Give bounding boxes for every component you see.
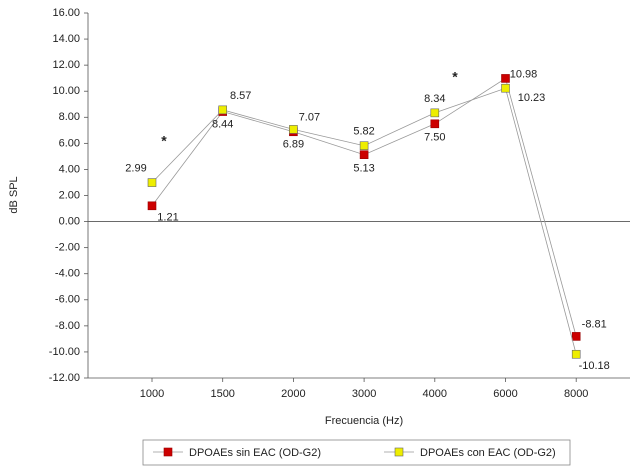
data-label: -8.81 [582,318,607,330]
x-tick-label: 1500 [210,388,234,400]
legend-label: DPOAEs con EAC (OD-G2) [420,447,556,459]
data-label: 7.07 [299,111,320,123]
x-tick-label: 4000 [423,388,447,400]
marker [571,332,581,341]
y-tick-label: 12.00 [52,59,80,71]
data-label: -10.18 [579,360,610,372]
legend-marker [163,447,173,457]
marker [359,141,369,151]
y-tick-label: 8.00 [59,111,80,123]
marker [218,105,227,115]
y-axis-title: dB SPL [8,176,20,213]
data-label: 5.13 [353,163,374,175]
marker [147,201,157,211]
y-tick-label: -8.00 [55,320,80,332]
data-label: 10.23 [518,92,546,104]
data-label: 6.89 [283,139,304,151]
y-tick-label: 2.00 [59,189,80,201]
legend-marker [394,447,404,457]
marker [501,83,510,93]
marker [359,150,369,159]
x-tick-label: 3000 [352,388,376,400]
data-label: 8.44 [212,118,233,130]
data-label: 10.98 [510,68,538,80]
y-tick-label: 0.00 [59,215,80,227]
legend-label: DPOAEs sin EAC (OD-G2) [189,447,321,459]
marker [501,74,510,83]
y-tick-label: -4.00 [55,268,80,280]
x-tick-label: 1000 [140,388,164,400]
x-tick-label: 2000 [281,388,305,400]
marker [430,108,440,118]
data-label: 7.50 [424,132,445,144]
data-label: 1.21 [157,212,178,224]
data-label: 8.34 [424,93,445,105]
annotation: * [452,69,458,85]
y-tick-label: 14.00 [52,33,80,45]
data-label: 5.82 [353,126,374,138]
y-tick-label: -12.00 [49,372,80,384]
data-label: 2.99 [125,163,146,175]
marker [571,349,581,359]
data-label: 8.57 [230,90,251,102]
y-tick-label: -6.00 [55,294,80,306]
x-tick-label: 6000 [493,388,517,400]
marker [430,119,440,129]
y-tick-label: 16.00 [52,7,80,19]
x-tick-label: 8000 [564,388,588,400]
x-axis-title: Frecuencia (Hz) [325,415,403,427]
legend-box [142,439,571,466]
marker [147,178,157,187]
y-tick-label: -10.00 [49,346,80,358]
y-tick-label: 4.00 [59,163,80,175]
y-tick-label: -2.00 [55,242,80,254]
y-tick-label: 6.00 [59,137,80,149]
annotation: * [161,133,167,149]
y-tick-label: 10.00 [52,85,80,97]
marker [289,125,298,134]
